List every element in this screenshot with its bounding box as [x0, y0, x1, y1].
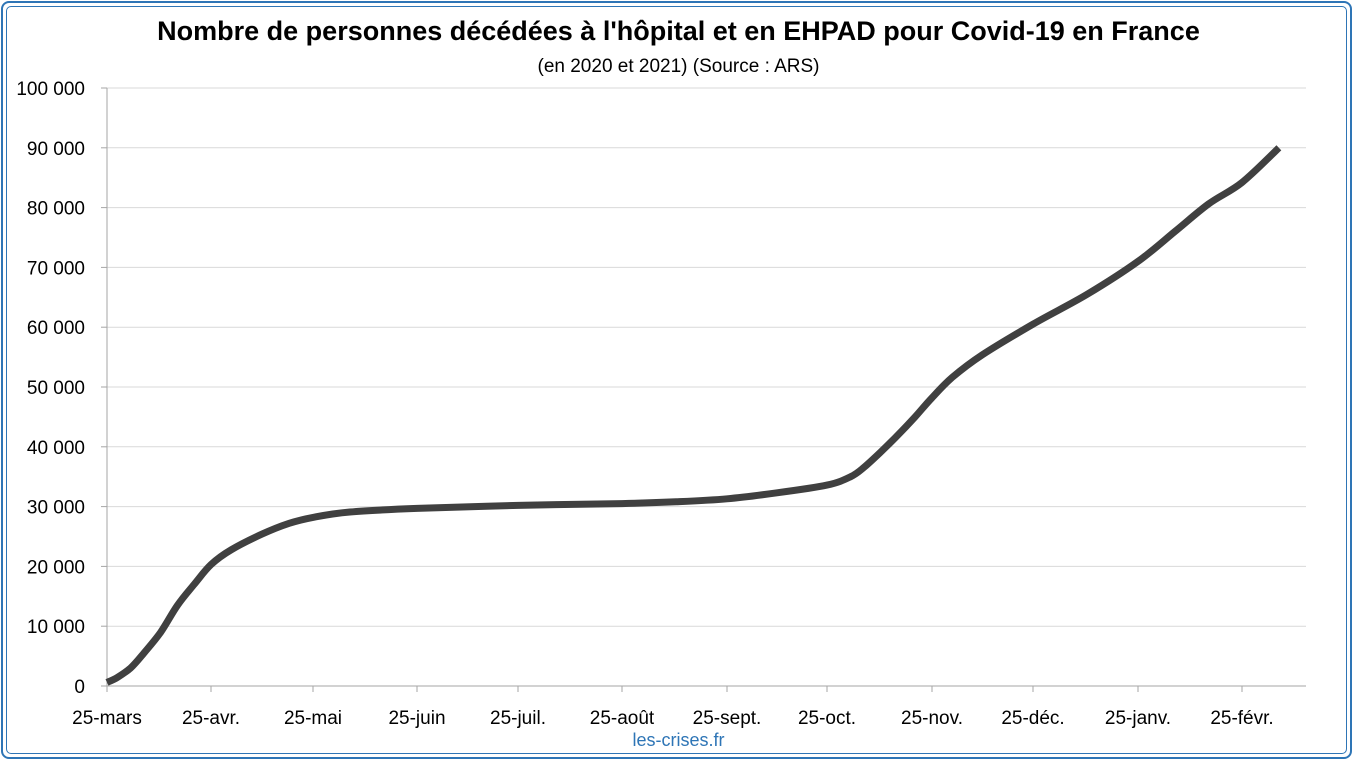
series-group — [105, 145, 1282, 686]
x-tick-label: 25-juil. — [490, 708, 546, 729]
gridlines — [107, 87, 1306, 627]
x-tick-label: 25-août — [590, 708, 655, 729]
x-tick-label: 25-févr. — [1210, 708, 1273, 729]
x-tick-labels: 25-mars 25-avr. 25-mai 25-juin 25-juil. 25-ao… — [72, 708, 1274, 729]
y-tick-label: 70 000 — [27, 258, 85, 279]
y-tick-label: 10 000 — [27, 617, 85, 638]
y-tick-label: 30 000 — [27, 498, 85, 519]
chart-title: Nombre de personnes décédées à l'hôpital… — [157, 16, 1200, 46]
x-tick-label: 25-déc. — [1001, 708, 1064, 729]
x-tick-label: 25-janv. — [1105, 708, 1171, 729]
source-label: les-crises.fr — [632, 730, 725, 750]
x-tick-label: 25-mai — [284, 708, 342, 729]
y-tick-label: 90 000 — [27, 139, 85, 160]
x-tick-label: 25-nov. — [901, 708, 963, 729]
x-tick-label: 25-oct. — [798, 708, 856, 729]
y-tick-label: 60 000 — [27, 318, 85, 339]
y-tick-labels: 0 10 000 20 000 30 000 40 000 50 000 60 000 70 … — [16, 79, 85, 698]
x-tick-label: 25-avr. — [182, 708, 240, 729]
y-tick-label: 0 — [74, 677, 85, 698]
y-tick-label: 50 000 — [27, 378, 85, 399]
x-tick-label: 25-juin — [388, 708, 445, 729]
y-tick-label: 80 000 — [27, 199, 85, 220]
axes — [101, 87, 1306, 692]
inner-frame — [6, 6, 1347, 754]
y-tick-label: 100 000 — [16, 79, 85, 100]
x-tick-label: 25-mars — [72, 708, 142, 729]
x-tick-label: 25-sept. — [693, 708, 762, 729]
series-line — [105, 145, 1282, 686]
y-tick-label: 40 000 — [27, 438, 85, 459]
chart-subtitle: (en 2020 et 2021) (Source : ARS) — [537, 56, 820, 77]
y-tick-label: 20 000 — [27, 557, 85, 578]
